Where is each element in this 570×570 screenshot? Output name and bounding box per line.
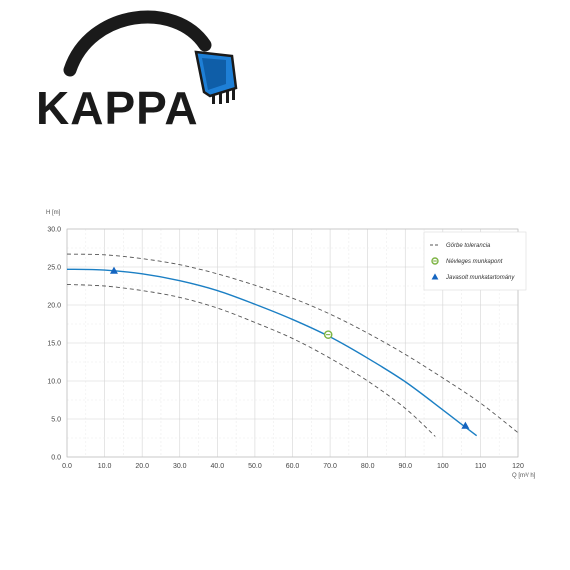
x-tick-label: 70.0 — [323, 463, 337, 470]
x-tick-label: 60.0 — [286, 463, 300, 470]
y-tick-label: 30.0 — [47, 227, 61, 234]
series-line-lower — [66, 284, 436, 437]
x-tick-label: 20.0 — [135, 463, 149, 470]
marker-layer — [109, 266, 470, 429]
kappa-logo: KAPPA — [36, 10, 238, 134]
x-tick-label: 110 — [475, 463, 486, 470]
y-tick-label: 20.0 — [47, 303, 61, 310]
legend-label: Névleges munkapont — [446, 259, 503, 265]
y-axis-ticks: 0.0 5.0 10.0 15.0 20.0 25.0 30.0 — [47, 227, 61, 462]
series-line-upper — [66, 253, 519, 434]
excavator-bucket-icon — [194, 50, 238, 104]
nominal-point-marker — [323, 330, 333, 339]
series-line-main — [66, 268, 478, 437]
pump-curve-chart: 0.0 10.0 20.0 30.0 40.0 50.0 60.0 70.0 80.0 90.0 1… — [46, 210, 536, 479]
recommended-range-marker — [109, 266, 118, 274]
y-tick-label: 10.0 — [47, 379, 61, 386]
x-axis-title: Q [m³/ h] — [512, 473, 536, 479]
x-tick-label: 80.0 — [361, 463, 375, 470]
y-axis-title: H [m] — [46, 210, 61, 216]
x-tick-label: 40.0 — [211, 463, 225, 470]
x-tick-label: 50.0 — [248, 463, 262, 470]
legend-label: Görbe tolerancia — [446, 243, 491, 249]
y-tick-label: 25.0 — [47, 265, 61, 272]
x-tick-label: 120 — [512, 463, 524, 470]
x-tick-label: 30.0 — [173, 463, 187, 470]
legend-circle-icon — [431, 257, 439, 265]
x-tick-label: 90.0 — [398, 463, 412, 470]
legend-label: Javasolt munkatartomány — [445, 275, 515, 281]
series-layer — [66, 253, 519, 437]
logo-text: KAPPA — [36, 82, 199, 134]
chart-legend: Görbe tolerancia Névleges munkapont Javaso… — [423, 231, 527, 291]
x-tick-label: 0.0 — [62, 463, 72, 470]
y-tick-label: 15.0 — [47, 341, 61, 348]
legend-box — [423, 231, 527, 291]
x-tick-label: 10.0 — [98, 463, 112, 470]
x-axis-ticks: 0.0 10.0 20.0 30.0 40.0 50.0 60.0 70.0 80.0 90.0 1… — [62, 463, 524, 470]
chart-grid — [66, 228, 519, 458]
plot-frame — [66, 228, 519, 458]
x-tick-label: 100 — [437, 463, 449, 470]
recommended-range-marker — [461, 421, 470, 429]
y-tick-label: 5.0 — [51, 417, 61, 424]
excavator-arm-icon — [63, 10, 212, 77]
legend-triangle-icon — [431, 273, 439, 280]
y-tick-label: 0.0 — [51, 455, 61, 462]
